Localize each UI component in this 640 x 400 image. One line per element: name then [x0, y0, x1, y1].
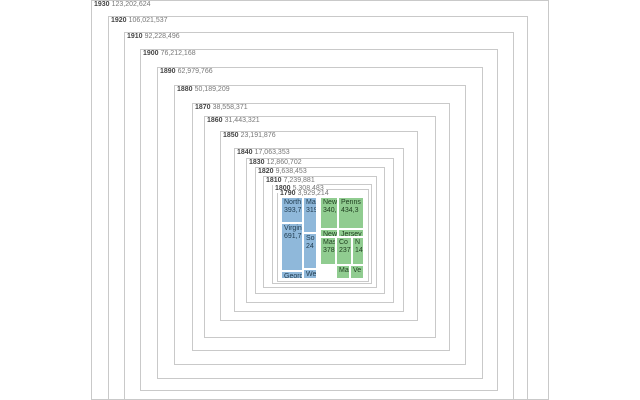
census-label-1810: 1810 7,239,881: [265, 177, 317, 185]
census-population: 92,228,496: [144, 33, 180, 40]
census-year: 1860: [207, 117, 223, 124]
state-name: Jersey: [341, 231, 362, 237]
census-population: 31,443,321: [224, 117, 260, 124]
state-name: Ma: [339, 267, 349, 274]
census-label-1800: 1800 5,308,483: [274, 185, 326, 193]
census-frame-1840: [234, 148, 404, 312]
state-cell: N 14: [352, 237, 364, 265]
census-label-1920: 1920 106,021,537: [110, 17, 170, 25]
census-population: 123,202,624: [111, 1, 151, 8]
census-label-1870: 1870 38,558,371: [194, 104, 250, 112]
state-population: 24: [306, 243, 314, 250]
state-population: 340,: [323, 207, 337, 214]
state-name: Virgini: [284, 225, 303, 232]
census-population: 50,189,209: [194, 86, 230, 93]
state-population: 434,3: [341, 207, 359, 214]
state-name: Georgi: [284, 273, 303, 279]
state-name: Mar: [306, 199, 317, 206]
state-name: Mas: [323, 239, 336, 246]
census-label-1860: 1860 31,443,321: [206, 117, 262, 125]
state-cell: Mar 319: [303, 197, 317, 233]
census-year: 1810: [266, 177, 282, 184]
census-year: 1910: [127, 33, 143, 40]
census-year: 1880: [177, 86, 193, 93]
state-population: 393,75: [284, 207, 302, 214]
state-population: 14: [355, 247, 363, 254]
state-name: We: [306, 271, 317, 278]
census-label-1910: 1910 92,228,496: [126, 33, 182, 41]
census-year: 1820: [258, 168, 274, 175]
census-year: 1870: [195, 104, 211, 111]
census-frame-1920: [108, 16, 528, 400]
census-frame-1850: [220, 131, 418, 321]
census-population: 5,308,483: [292, 185, 324, 192]
state-cell: New 340,: [320, 197, 338, 229]
census-population: 62,979,766: [177, 68, 213, 75]
state-cell: So 24: [303, 233, 317, 269]
census-label-1820: 1820 9,638,453: [257, 168, 309, 176]
census-label-1840: 1840 17,063,353: [236, 149, 292, 157]
state-cell: Penns 434,3: [338, 197, 364, 229]
census-frame-1800: [272, 184, 372, 284]
census-frame-1870: [192, 103, 450, 351]
state-cell: Jersey: [338, 229, 364, 237]
census-year: 1890: [160, 68, 176, 75]
census-label-1850: 1850 23,191,876: [222, 132, 278, 140]
state-name: So: [306, 235, 315, 242]
census-year: 1840: [237, 149, 253, 156]
state-name: N: [355, 239, 361, 246]
census-year: 1800: [275, 185, 291, 192]
census-frame-1890: [157, 67, 483, 379]
census-label-1830: 1830 12,860,702: [248, 159, 304, 167]
census-population: 9,638,453: [275, 168, 307, 175]
state-population: 319: [306, 207, 317, 214]
census-population: 17,063,353: [254, 149, 290, 156]
state-cell: Georgi: [281, 271, 303, 279]
state-population: 378: [323, 247, 335, 254]
state-name: New: [323, 199, 338, 206]
state-cell: Ve: [350, 265, 364, 279]
census-year: 1830: [249, 159, 265, 166]
census-frame-1880: [174, 85, 466, 365]
state-name: Penns: [341, 199, 361, 206]
census-label-1900: 1900 76,212,168: [142, 50, 198, 58]
state-cell: New: [320, 229, 338, 237]
census-population: 38,558,371: [212, 104, 248, 111]
census-label-1890: 1890 62,979,766: [159, 68, 215, 76]
census-population: 106,021,537: [128, 17, 168, 24]
census-frame-1910: [124, 32, 514, 400]
census-label-1880: 1880 50,189,209: [176, 86, 232, 94]
census-year: 1930: [94, 1, 110, 8]
state-cell: Co 237: [336, 237, 352, 265]
census-year: 1900: [143, 50, 159, 57]
census-population: 76,212,168: [160, 50, 196, 57]
census-population: 23,191,876: [240, 132, 276, 139]
census-year: 1790: [280, 190, 296, 197]
census-frame-1860: [204, 116, 436, 338]
census-label-1930: 1930 123,202,624: [93, 1, 153, 9]
state-name: Co: [339, 239, 348, 246]
census-year: 1850: [223, 132, 239, 139]
census-label-1790: 1790 3,929,214: [279, 190, 331, 198]
census-frame-1830: [246, 158, 394, 303]
state-name: North C: [284, 199, 302, 206]
state-cell: Mas 378: [320, 237, 336, 265]
census-year: 1920: [111, 17, 127, 24]
state-population: 237: [339, 247, 351, 254]
census-population: 12,860,702: [266, 159, 302, 166]
state-name: Ve: [353, 267, 362, 274]
state-population: 691,73: [284, 233, 302, 240]
state-name: New: [323, 231, 338, 237]
census-population: 7,239,881: [283, 177, 315, 184]
census-frame-1810: [263, 176, 377, 288]
census-frame-1900: [140, 49, 498, 391]
census-population: 3,929,214: [297, 190, 329, 197]
state-cell: Ma: [336, 265, 350, 279]
census-frame-1820: [255, 167, 385, 294]
state-cell: We: [303, 269, 317, 279]
state-cell: North C393,75: [281, 197, 303, 223]
